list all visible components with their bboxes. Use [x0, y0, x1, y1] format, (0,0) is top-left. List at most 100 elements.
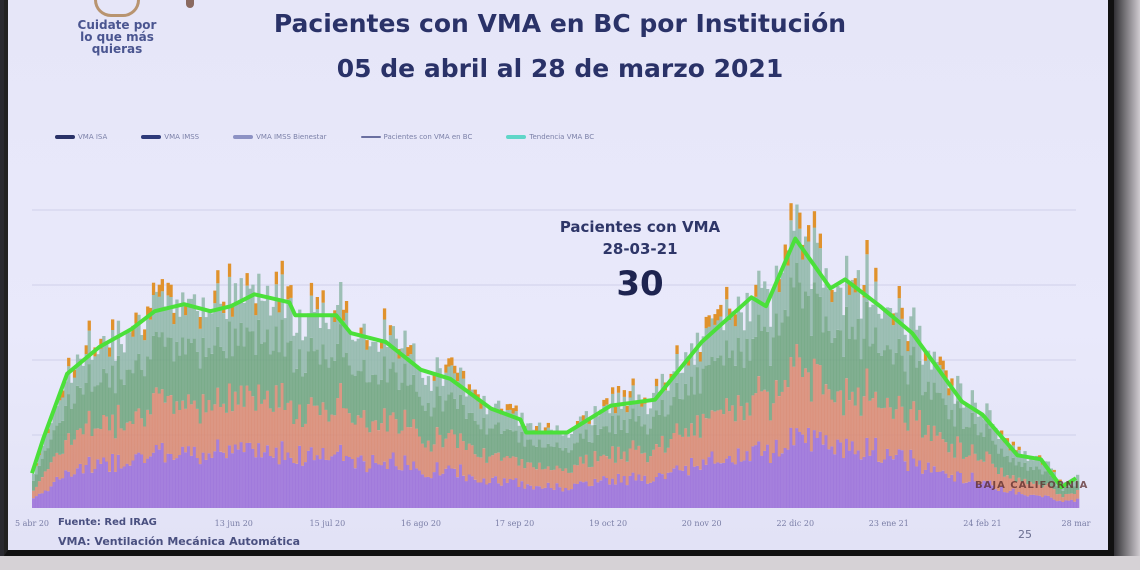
- daily-bar: [909, 316, 913, 508]
- bar-segment: [189, 404, 194, 456]
- bar-segment: [1076, 489, 1080, 499]
- bar-segment: [590, 442, 594, 467]
- bar-segment: [55, 406, 59, 426]
- bar-segment: [909, 355, 913, 410]
- bar-segment: [742, 330, 746, 368]
- bar-segment: [435, 357, 439, 387]
- bar-segment: [119, 428, 123, 469]
- bar-segment: [847, 400, 852, 451]
- daily-bar: [707, 315, 711, 508]
- daily-bar: [535, 426, 539, 508]
- bar-segment: [306, 404, 311, 451]
- bar-segment: [140, 454, 144, 508]
- bar-segment: [286, 286, 290, 300]
- bar-segment: [710, 356, 714, 411]
- daily-bar: [254, 303, 258, 508]
- bar-segment: [929, 399, 934, 441]
- bar-segment: [464, 396, 469, 419]
- daily-bar: [760, 287, 764, 508]
- bar-segment: [1052, 479, 1056, 490]
- bar-segment: [447, 433, 451, 466]
- bar-segment: [143, 376, 147, 427]
- bar-segment: [353, 341, 357, 376]
- bar-segment: [842, 356, 846, 416]
- bar-segment: [52, 430, 56, 457]
- daily-bar: [804, 236, 808, 508]
- bar-segment: [754, 445, 758, 508]
- bar-segment: [438, 396, 442, 435]
- bar-segment: [271, 306, 276, 351]
- daily-bar: [239, 278, 243, 508]
- bar-segment: [1020, 494, 1024, 508]
- bar-segment: [923, 391, 928, 435]
- bar-segment: [871, 343, 875, 399]
- bar-segment: [982, 437, 986, 462]
- bar-segment: [669, 472, 673, 508]
- bar-segment: [274, 385, 278, 448]
- bar-segment: [277, 407, 281, 465]
- bar-segment: [523, 488, 527, 508]
- daily-bar: [444, 364, 448, 508]
- bar-segment: [181, 337, 185, 401]
- bar-segment: [385, 382, 390, 432]
- daily-bar: [824, 268, 828, 508]
- bar-segment: [450, 357, 454, 366]
- daily-bar: [1002, 438, 1007, 508]
- bar-segment: [760, 331, 764, 392]
- bar-segment: [192, 446, 197, 508]
- bar-segment: [350, 339, 355, 375]
- bar-segment: [195, 458, 200, 508]
- bar-segment: [891, 325, 896, 365]
- bar-segment: [257, 384, 261, 444]
- bar-segment: [40, 446, 45, 459]
- bar-segment: [511, 456, 515, 480]
- bar-segment: [792, 287, 796, 367]
- bar-segment: [774, 313, 779, 381]
- daily-bar: [70, 382, 74, 508]
- bar-segment: [537, 462, 542, 487]
- bar-segment: [766, 391, 770, 445]
- bar-segment: [497, 422, 501, 453]
- daily-bar: [420, 377, 425, 508]
- bar-segment: [672, 397, 676, 433]
- bar-segment: [409, 345, 413, 355]
- bar-segment: [473, 420, 477, 455]
- bar-segment: [192, 400, 197, 447]
- bar-segment: [789, 357, 793, 428]
- bar-segment: [347, 413, 352, 457]
- bar-segment: [134, 323, 138, 361]
- bar-segment: [374, 342, 378, 375]
- bar-segment: [230, 305, 235, 317]
- bar-segment: [590, 425, 594, 443]
- bar-segment: [84, 383, 88, 424]
- bar-segment: [321, 302, 325, 345]
- bar-segment: [619, 482, 624, 508]
- bar-segment: [406, 356, 410, 386]
- legend: VMA ISA VMA IMSS VMA IMSS Bienestar Paci…: [55, 133, 594, 141]
- bar-segment: [1011, 475, 1015, 489]
- bar-segment: [149, 319, 153, 360]
- daily-bar: [947, 388, 951, 508]
- bar-segment: [236, 345, 240, 405]
- daily-bar: [102, 336, 106, 508]
- bar-segment: [938, 365, 942, 393]
- bar-segment: [306, 313, 311, 352]
- bar-segment: [485, 434, 489, 463]
- bar-segment: [1000, 430, 1004, 435]
- bar-segment: [99, 382, 103, 429]
- bar-segment: [268, 456, 273, 508]
- bar-segment: [128, 332, 132, 370]
- daily-bar: [140, 335, 144, 508]
- bar-segment: [192, 338, 197, 401]
- bar-segment: [514, 405, 518, 412]
- bar-segment: [189, 342, 194, 405]
- bar-segment: [631, 472, 635, 508]
- bar-segment: [1038, 484, 1042, 496]
- bar-segment: [771, 337, 776, 404]
- bar-segment: [608, 484, 612, 508]
- daily-bar: [672, 371, 676, 508]
- bar-segment: [546, 443, 550, 467]
- bar-segment: [43, 490, 47, 508]
- bar-segment: [456, 381, 460, 409]
- bar-segment: [1029, 494, 1033, 508]
